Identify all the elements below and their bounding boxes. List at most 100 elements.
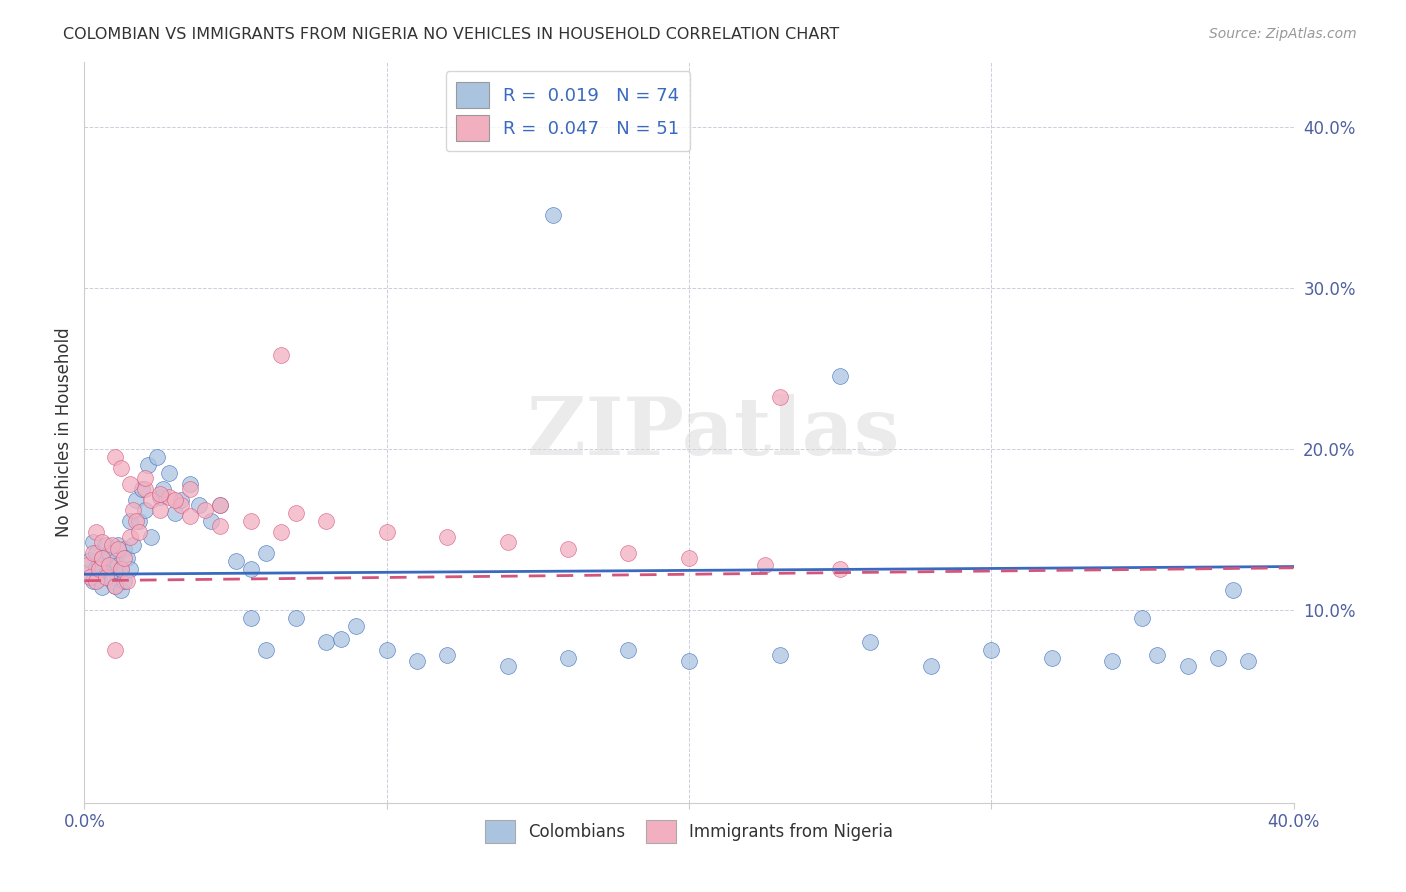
- Point: [115, 551, 138, 566]
- Point: [125, 493, 148, 508]
- Point: [149, 490, 172, 504]
- Point: [225, 554, 247, 568]
- Point: [436, 530, 458, 544]
- Point: [121, 538, 143, 552]
- Text: Source: ZipAtlas.com: Source: ZipAtlas.com: [1209, 27, 1357, 41]
- Point: [165, 493, 187, 508]
- Point: [107, 541, 129, 556]
- Point: [110, 562, 132, 576]
- Point: [830, 369, 852, 384]
- Text: ZIPatlas: ZIPatlas: [527, 393, 900, 472]
- Point: [149, 503, 172, 517]
- Point: [128, 514, 150, 528]
- Point: [170, 493, 193, 508]
- Point: [346, 619, 368, 633]
- Point: [110, 583, 132, 598]
- Text: COLOMBIAN VS IMMIGRANTS FROM NIGERIA NO VEHICLES IN HOUSEHOLD CORRELATION CHART: COLOMBIAN VS IMMIGRANTS FROM NIGERIA NO …: [63, 27, 839, 42]
- Point: [112, 551, 135, 566]
- Point: [617, 546, 640, 560]
- Point: [89, 558, 111, 572]
- Point: [104, 578, 127, 592]
- Point: [157, 490, 180, 504]
- Point: [678, 551, 700, 566]
- Point: [86, 561, 108, 575]
- Point: [152, 482, 174, 496]
- Point: [406, 654, 429, 668]
- Point: [125, 514, 148, 528]
- Point: [270, 525, 292, 540]
- Point: [100, 538, 122, 552]
- Point: [79, 570, 101, 584]
- Point: [285, 506, 308, 520]
- Point: [89, 572, 111, 586]
- Point: [541, 208, 564, 222]
- Point: [1222, 583, 1244, 598]
- Point: [1237, 654, 1260, 668]
- Point: [121, 503, 143, 517]
- Point: [110, 461, 132, 475]
- Point: [86, 525, 108, 540]
- Point: [1206, 651, 1229, 665]
- Point: [115, 574, 138, 588]
- Point: [769, 648, 792, 662]
- Point: [112, 541, 135, 556]
- Point: [139, 493, 162, 508]
- Point: [134, 503, 156, 517]
- Point: [91, 580, 114, 594]
- Point: [91, 551, 114, 566]
- Point: [436, 648, 458, 662]
- Point: [118, 514, 141, 528]
- Point: [131, 482, 153, 496]
- Point: [97, 558, 120, 572]
- Point: [104, 554, 127, 568]
- Point: [149, 487, 172, 501]
- Y-axis label: No Vehicles in Household: No Vehicles in Household: [55, 327, 73, 538]
- Point: [146, 450, 169, 464]
- Point: [769, 390, 792, 404]
- Point: [104, 578, 127, 592]
- Point: [157, 466, 180, 480]
- Point: [118, 562, 141, 576]
- Point: [254, 643, 277, 657]
- Point: [110, 562, 132, 576]
- Point: [830, 562, 852, 576]
- Point: [94, 570, 117, 584]
- Point: [239, 610, 262, 624]
- Point: [82, 574, 104, 588]
- Point: [200, 514, 222, 528]
- Point: [97, 562, 120, 576]
- Point: [270, 348, 292, 362]
- Point: [86, 546, 108, 560]
- Point: [179, 509, 201, 524]
- Point: [209, 498, 232, 512]
- Point: [107, 538, 129, 552]
- Point: [1177, 659, 1199, 673]
- Point: [139, 530, 162, 544]
- Point: [165, 506, 187, 520]
- Point: [100, 570, 122, 584]
- Point: [118, 530, 141, 544]
- Point: [859, 635, 882, 649]
- Point: [678, 654, 700, 668]
- Point: [1146, 648, 1168, 662]
- Point: [209, 498, 232, 512]
- Point: [285, 610, 308, 624]
- Point: [1040, 651, 1063, 665]
- Point: [100, 574, 122, 588]
- Point: [496, 535, 519, 549]
- Point: [1130, 610, 1153, 624]
- Point: [104, 450, 127, 464]
- Point: [557, 651, 579, 665]
- Point: [754, 558, 776, 572]
- Point: [920, 659, 942, 673]
- Point: [89, 562, 111, 576]
- Point: [76, 566, 98, 580]
- Point: [79, 553, 101, 567]
- Point: [134, 482, 156, 496]
- Point: [76, 558, 98, 572]
- Point: [557, 541, 579, 556]
- Point: [82, 535, 104, 549]
- Point: [315, 635, 337, 649]
- Point: [112, 574, 135, 588]
- Point: [330, 632, 353, 646]
